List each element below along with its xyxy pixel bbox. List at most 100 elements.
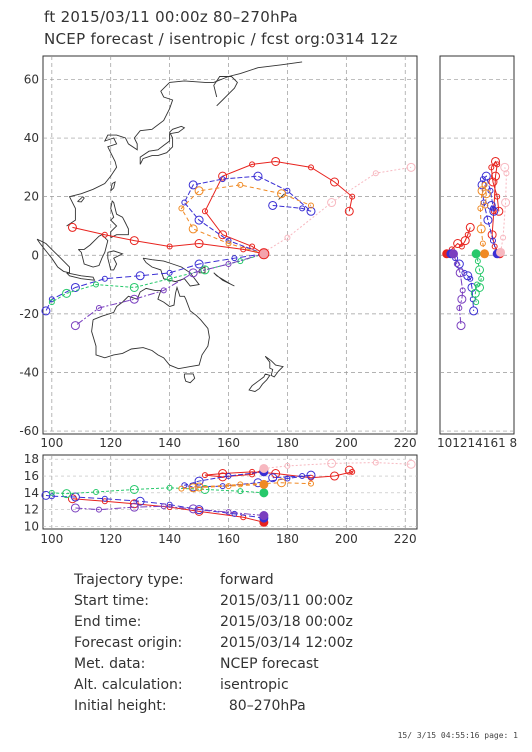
- header-subtitle: NCEP forecast / isentropic / fcst org:03…: [44, 30, 398, 48]
- print-timestamp: 15/ 3/15 04:55:16 page: 1: [397, 731, 518, 740]
- coastline-segment: [110, 200, 129, 239]
- side-trajectories: [442, 156, 511, 331]
- coastline-segment: [278, 193, 285, 200]
- coastline: [36, 61, 303, 392]
- bottom-trajectory-point: [129, 502, 139, 512]
- bottom-trajectory-point: [225, 473, 232, 480]
- bottom-trajectory-line: [184, 471, 312, 488]
- trajectory-point: [166, 269, 173, 276]
- info-label: Met. data:: [74, 656, 146, 672]
- bottom-lon-tick: 200: [335, 532, 358, 546]
- lat-tick-label: 60: [24, 72, 39, 86]
- bottom-trajectory-point: [181, 482, 188, 489]
- trajectory-point: [160, 287, 167, 294]
- side-trajectory-point: [475, 265, 485, 275]
- coastline-segment: [77, 234, 109, 268]
- bottom-trajectory-line: [75, 505, 264, 517]
- trajectory-point: [166, 275, 173, 282]
- lon-tick-label: 180: [276, 436, 299, 450]
- bottom-trajectory-point: [349, 468, 356, 475]
- trajectory-point: [268, 200, 278, 210]
- info-value: isentropic: [220, 677, 289, 693]
- trajectory-point: [299, 205, 306, 212]
- trajectory-point: [166, 243, 173, 250]
- bottom-lon-tick: 120: [99, 532, 122, 546]
- trajectory-line: [204, 160, 353, 255]
- side-panel-x-ticks: 101214161 8: [437, 436, 517, 450]
- info-row: Trajectory type: forward: [74, 570, 353, 591]
- bottom-trajectory-point: [406, 459, 416, 469]
- bottom-trajectory-point: [160, 503, 167, 510]
- trajectory-point: [307, 202, 314, 209]
- trajectory-point: [101, 231, 108, 238]
- info-label: Start time:: [74, 593, 149, 609]
- trajectory-point: [372, 170, 379, 177]
- info-row: End time: 2015/03/18 00:00z: [74, 612, 353, 633]
- bottom-trajectory-point: [259, 511, 269, 521]
- side-trajectory-line: [450, 253, 475, 311]
- bottom-y-tick: 18: [24, 452, 39, 466]
- bottom-lon-tick: 220: [394, 532, 417, 546]
- bottom-trajectory-point: [166, 484, 173, 491]
- trajectory-point: [101, 275, 108, 282]
- trajectory-point: [240, 246, 247, 253]
- trajectory-point: [200, 265, 210, 275]
- side-trajectory-point: [489, 237, 496, 244]
- coastline-segment: [36, 238, 70, 274]
- side-trajectory-point: [488, 164, 495, 171]
- trajectory-info: Trajectory type: forward Start time: 2015/0…: [74, 570, 353, 717]
- info-label: Alt. calculation:: [74, 677, 183, 693]
- lat-tick-label: 0: [31, 248, 39, 262]
- side-trajectory-point: [477, 180, 487, 190]
- bottom-trajectory-point: [307, 474, 314, 481]
- side-trajectory-point: [473, 299, 480, 306]
- bottom-trajectory-point: [307, 480, 314, 487]
- bottom-trajectory-point: [70, 492, 80, 502]
- side-trajectory-point: [496, 247, 506, 257]
- lon-tick-label: 140: [158, 436, 181, 450]
- trajectory-line: [183, 175, 312, 255]
- info-value: NCEP forecast: [220, 656, 319, 672]
- bottom-trajectory-point: [129, 484, 139, 494]
- coastline-segment: [91, 285, 210, 370]
- trajectory-point: [277, 189, 287, 199]
- trajectory-point: [249, 161, 256, 168]
- side-trajectory-point: [491, 243, 498, 250]
- bottom-trajectory-point: [194, 482, 204, 492]
- bottom-trajectory-point: [237, 481, 244, 488]
- info-label: Initial height:: [74, 698, 167, 714]
- side-trajectory-point: [448, 249, 458, 259]
- trajectory-point: [406, 162, 416, 172]
- bottom-y-tick: 14: [24, 486, 39, 500]
- bottom-trajectory-point: [201, 472, 208, 479]
- trajectory-point: [249, 243, 256, 250]
- side-trajectory-point: [489, 205, 496, 212]
- side-trajectory-point: [458, 243, 465, 250]
- trajectory-point: [135, 271, 145, 281]
- side-trajectory-point: [459, 287, 466, 294]
- bottom-lon-tick: 180: [276, 532, 299, 546]
- trajectory-line: [180, 184, 312, 255]
- side-trajectory-point: [494, 193, 501, 200]
- bottom-lon-tick: 160: [217, 532, 240, 546]
- bottom-trajectory-point: [225, 509, 232, 516]
- bottom-trajectory-point: [249, 471, 256, 478]
- info-label: Trajectory type:: [74, 572, 184, 588]
- trajectory-point: [231, 255, 238, 262]
- side-trajectory-point: [474, 258, 481, 265]
- bottom-trajectories: [41, 458, 416, 527]
- coastline-segment: [107, 250, 124, 271]
- bottom-trajectory-point: [284, 475, 291, 482]
- trajectory-point: [41, 306, 51, 316]
- trajectory-line: [45, 253, 264, 312]
- bottom-trajectory-point: [259, 463, 269, 473]
- trajectory-point: [194, 186, 204, 196]
- side-trajectory-point: [489, 206, 499, 216]
- info-row: Initial height: 80–270hPa: [74, 696, 353, 717]
- bottom-trajectory-point: [218, 469, 228, 478]
- bottom-trajectory-line: [51, 487, 264, 495]
- side-trajectory-point: [488, 177, 498, 187]
- trajectory-point: [188, 268, 198, 278]
- side-trajectory-point: [481, 181, 488, 188]
- trajectory-point: [225, 261, 232, 268]
